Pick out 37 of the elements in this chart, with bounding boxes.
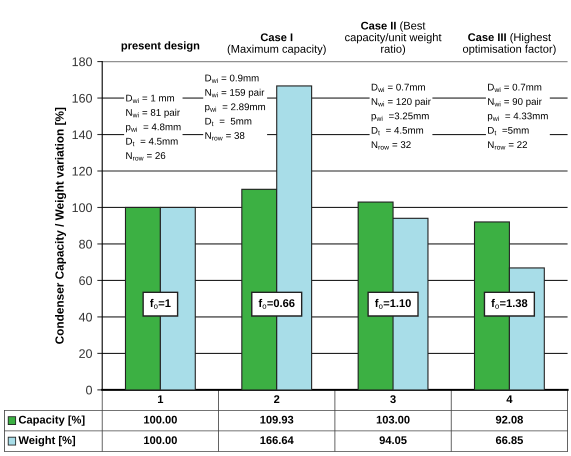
x-tick-label: 3 [390, 395, 396, 404]
data-label: 166.64 [260, 436, 294, 444]
data-label: 94.05 [380, 436, 407, 444]
data-label: 100.00 [144, 436, 177, 444]
data-label: 92.08 [496, 416, 523, 424]
annotation: f$_{o}$=1 [150, 298, 171, 309]
legend-label: Capacity [%] [18, 415, 85, 426]
text: Case II (Best capacity/unit weight ratio) [345, 21, 442, 55]
y-tick-label: 60 [79, 276, 92, 286]
annotation: f$_{o}$=1.38 [491, 298, 528, 309]
y-tick-label: 20 [79, 349, 92, 358]
data-label: 109.93 [260, 416, 294, 424]
y-tick-label: 80 [79, 240, 92, 249]
y-axis-title: Condenser Capacity / Weight variation [%] [55, 108, 66, 344]
text: Case I (Maximum capacity) [228, 33, 326, 55]
y-tick-label: 140 [72, 130, 92, 140]
x-tick-label: 1 [158, 395, 164, 404]
text: D$_{wi}$ = 0.7mm N$_{wi}$ = 90 pair p$_{wi}$ = 4.33mm D$_{t}$ =5mm N$_{row}$ = 22 [488, 84, 548, 150]
data-label: 103.00 [376, 416, 410, 424]
y-tick-label: 120 [72, 166, 92, 176]
y-tick-label: 0 [86, 386, 92, 395]
y-tick-label: 160 [72, 94, 92, 103]
y-tick-label: 100 [72, 203, 92, 212]
legend-label: Weight [%] [18, 436, 76, 446]
annotation: f$_{o}$=1.10 [374, 298, 411, 309]
text: D$_{wi}$ = 0.9mm N$_{wi}$ = 159 pair p$_{wi}$ = 2.89mm D$_{t}$ = 5mm N$_{row}$ = 38 [205, 74, 266, 140]
x-tick-label: 2 [274, 395, 280, 404]
text: Case III (Highest optimisation factor) [462, 32, 556, 55]
text: D$_{wi}$ = 1 mm N$_{wi}$ = 81 pair p$_{wi}$ = 4.8mm D$_{t}$ = 4.5mm N$_{row}$ = 26 [126, 94, 181, 161]
annotation: f$_{o}$=0.66 [258, 298, 295, 309]
text: D$_{wi}$ = 0.7mm N$_{wi}$ = 120 pair p$_{wi}$ =3.25mm D$_{t}$ = 4.5mm N$_{row}$ = 32 [372, 84, 431, 150]
y-tick-label: 40 [78, 312, 92, 322]
text: present design [122, 41, 200, 52]
data-label: 66.85 [496, 436, 523, 444]
x-tick-label: 4 [506, 395, 512, 404]
y-tick-label: 180 [72, 57, 92, 66]
data-label: 100.00 [144, 416, 177, 424]
